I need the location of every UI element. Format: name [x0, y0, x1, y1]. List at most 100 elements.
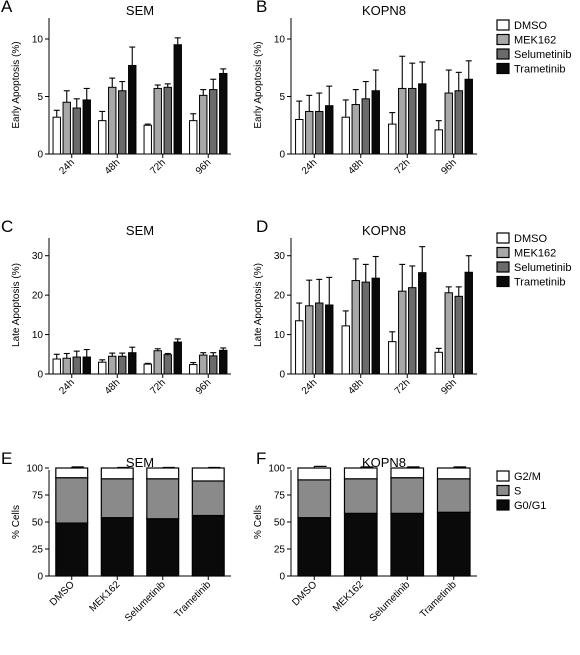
- y-axis-label: Early Apoptosis (%): [11, 41, 22, 128]
- stacked-bar-segment: [343, 478, 378, 514]
- x-tick-label: Selumetinib: [123, 579, 168, 624]
- y-tick-label: 0: [37, 370, 43, 381]
- stacked-bar-segment: [343, 467, 378, 480]
- bar: [118, 90, 127, 155]
- x-tick-label: Trametinib: [172, 579, 213, 620]
- bar: [163, 86, 172, 155]
- stacked-bar-segment: [297, 479, 332, 519]
- bar: [325, 105, 334, 155]
- x-tick-label: 96h: [194, 157, 214, 177]
- y-tick-label: 20: [274, 291, 286, 302]
- bar: [398, 87, 407, 155]
- x-tick-label: 48h: [103, 377, 123, 397]
- x-tick-label: 24h: [300, 377, 320, 397]
- legend-label: S: [514, 486, 521, 498]
- bar: [163, 354, 172, 375]
- stacked-bar-segment: [100, 467, 134, 480]
- bar: [444, 292, 453, 375]
- y-tick-label: 20: [32, 291, 44, 302]
- bar: [361, 281, 370, 375]
- bar: [295, 320, 304, 375]
- panel-f: F KOPN8 0 25 50 75 100 % Cells DMSO MEK162 Selumet…: [253, 449, 477, 624]
- bar: [128, 352, 137, 375]
- bar: [118, 355, 127, 375]
- panel-letter: B: [256, 0, 267, 16]
- panel-c: C SEM 0 10 20 30 Late Apoptosis (%) 24h 48h 72h 96…: [1, 217, 231, 397]
- y-tick-label: 0: [37, 150, 43, 161]
- legend-swatch: [496, 62, 510, 75]
- bar: [153, 87, 162, 155]
- bar: [305, 305, 314, 375]
- bar: [418, 83, 427, 155]
- legend-label: G0/G1: [514, 500, 546, 512]
- legend-label: Trametinib: [514, 277, 566, 289]
- bar: [408, 287, 417, 375]
- stacked-bar-segment: [436, 467, 471, 480]
- legend-swatch: [496, 470, 510, 482]
- legend-swatch: [496, 261, 510, 273]
- bar: [341, 116, 350, 155]
- y-axis-label: % Cells: [253, 505, 264, 539]
- bar: [388, 123, 397, 155]
- y-tick-label: 75: [32, 491, 44, 502]
- panel-letter: D: [256, 217, 268, 236]
- legend-label: G2/M: [514, 471, 541, 483]
- bar: [143, 363, 152, 375]
- bar: [325, 304, 334, 375]
- bar: [108, 86, 117, 155]
- legend-swatch: [496, 232, 510, 244]
- bar: [454, 90, 463, 155]
- bar: [62, 101, 71, 155]
- bar: [143, 124, 152, 155]
- bar: [418, 272, 427, 375]
- x-tick-label: 48h: [103, 157, 123, 177]
- x-tick-label: 96h: [194, 377, 214, 397]
- stacked-bar-segment: [436, 511, 471, 577]
- x-tick-label: Selumetinib: [368, 579, 413, 624]
- x-tick-label: 24h: [57, 157, 77, 177]
- legend-swatch: [496, 48, 510, 60]
- y-tick-label: 50: [32, 518, 44, 529]
- bar: [62, 357, 71, 375]
- panel-letter: F: [256, 449, 266, 468]
- y-tick-label: 30: [32, 251, 44, 262]
- x-tick-label: 72h: [393, 377, 413, 397]
- bar: [444, 92, 453, 155]
- y-tick-label: 50: [274, 518, 286, 529]
- stacked-bar-segment: [146, 518, 180, 577]
- bar: [434, 351, 443, 375]
- y-tick-label: 10: [274, 330, 286, 341]
- bar: [464, 271, 473, 375]
- x-tick-label: 48h: [346, 377, 366, 397]
- bar: [128, 64, 137, 155]
- stacked-bar-segment: [191, 514, 225, 577]
- y-tick-label: 75: [274, 491, 286, 502]
- legend: DMSO MEK162 Selumetinib Trametinib: [496, 232, 571, 289]
- bar: [351, 104, 360, 155]
- y-tick-label: 10: [32, 35, 44, 46]
- chart-title: SEM: [126, 3, 154, 18]
- panel-d: D KOPN8 0 10 20 30 Late Apoptosis (%) 24h 48h 72h…: [253, 217, 477, 397]
- stacked-bar-segment: [146, 467, 180, 480]
- x-tick-label: DMSO: [48, 579, 77, 608]
- bar: [371, 90, 380, 155]
- bar: [351, 280, 360, 375]
- y-axis-label: % Cells: [11, 505, 22, 539]
- bar: [341, 325, 350, 375]
- legend-swatch: [496, 246, 510, 259]
- x-tick-label: 72h: [148, 377, 168, 397]
- y-axis-label: Late Apoptosis (%): [253, 263, 264, 347]
- legend-label: Selumetinib: [514, 262, 571, 274]
- y-tick-label: 5: [279, 92, 285, 103]
- panel-e: E SEM 0 25 50 75 100 % Cells DMSO MEK162 Selumetin…: [1, 449, 231, 624]
- x-tick-label: DMSO: [290, 579, 319, 608]
- panel-letter: C: [1, 217, 13, 236]
- y-tick-label: 100: [268, 464, 285, 475]
- y-axis-label: Early Apoptosis (%): [253, 41, 264, 128]
- bar: [398, 290, 407, 375]
- x-tick-label: MEK162: [87, 579, 122, 614]
- bar: [189, 364, 198, 375]
- bar: [173, 44, 182, 155]
- y-tick-label: 25: [32, 545, 44, 556]
- bar: [189, 120, 198, 155]
